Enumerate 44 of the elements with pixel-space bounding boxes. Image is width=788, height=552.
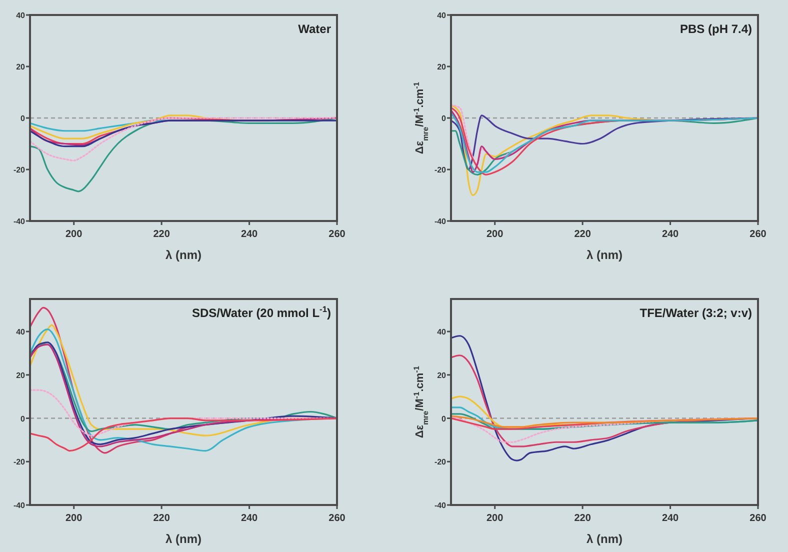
y-tick-label: 20: [437, 370, 447, 380]
y-tick-label: -40: [434, 217, 447, 226]
y-tick-label: 20: [16, 370, 26, 380]
y-tick-label: 40: [437, 328, 447, 337]
x-tick-label: 220: [153, 513, 170, 524]
x-tick-label: 200: [486, 513, 504, 524]
y-tick-label: 0: [20, 114, 26, 123]
y-tick-label: 0: [442, 114, 447, 123]
y-tick-label: 20: [437, 62, 447, 72]
text: Water: [298, 22, 332, 36]
text: SDS/Water (20 mmol L$^{-1}$): [192, 304, 331, 320]
y-tick-label: -40: [434, 501, 447, 510]
x-tick-label: 240: [240, 229, 258, 240]
text: TFE/Water (3:2; v:v): [640, 306, 752, 320]
y-tick-label: -20: [13, 166, 26, 174]
y-tick-label: -40: [13, 217, 26, 226]
text: PBS (pH 7.4): [680, 22, 752, 36]
x-tick-label: 240: [662, 513, 680, 524]
y-tick-label: 0: [442, 414, 447, 424]
y-tick-label: 40: [437, 11, 447, 20]
y-tick-label: 40: [16, 11, 26, 20]
x-axis-title: λ (nm): [586, 248, 623, 262]
y-tick-label: -20: [434, 166, 447, 174]
x-tick-label: 260: [328, 513, 346, 524]
x-axis-title: λ (nm): [586, 532, 623, 546]
x-tick-label: 220: [574, 229, 592, 240]
y-tick-label: -20: [13, 458, 26, 467]
x-tick-label: 260: [328, 229, 346, 240]
x-axis-title: λ (nm): [166, 532, 202, 546]
x-tick-label: 220: [574, 513, 592, 524]
y-tick-label: -20: [434, 458, 447, 467]
x-tick-label: 200: [486, 229, 504, 240]
y-tick-label: 0: [20, 414, 26, 424]
x-tick-label: 220: [153, 229, 170, 240]
x-tick-label: 200: [66, 229, 83, 240]
y-tick-label: 40: [16, 328, 26, 337]
x-axis-title: λ (nm): [166, 248, 202, 262]
y-tick-label: 20: [16, 62, 26, 72]
x-tick-label: 200: [66, 513, 83, 524]
x-tick-label: 240: [240, 513, 258, 524]
y-tick-label: -40: [13, 501, 26, 510]
x-tick-label: 260: [750, 513, 767, 524]
x-tick-label: 260: [750, 229, 767, 240]
x-tick-label: 240: [662, 229, 680, 240]
